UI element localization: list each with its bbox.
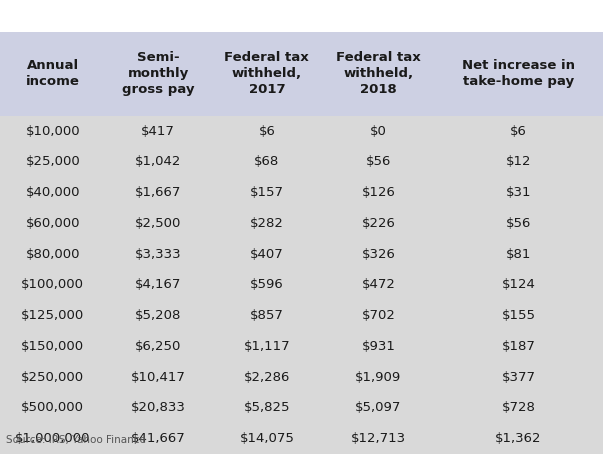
Text: $407: $407 — [250, 247, 283, 261]
Text: $326: $326 — [361, 247, 396, 261]
Text: $81: $81 — [506, 247, 531, 261]
Bar — [0, 147, 603, 177]
Text: $5,208: $5,208 — [135, 309, 182, 322]
Text: $56: $56 — [365, 155, 391, 168]
Text: $40,000: $40,000 — [25, 186, 80, 199]
Text: $124: $124 — [502, 278, 535, 291]
Bar — [0, 32, 603, 116]
Bar — [0, 116, 603, 147]
Text: $60,000: $60,000 — [25, 217, 80, 230]
Text: $6,250: $6,250 — [135, 340, 182, 353]
Text: $1,667: $1,667 — [135, 186, 182, 199]
Text: $1,000,000: $1,000,000 — [15, 432, 90, 445]
Text: $6: $6 — [510, 125, 527, 138]
Text: $6: $6 — [259, 125, 275, 138]
Text: $1,362: $1,362 — [495, 432, 542, 445]
Text: $20,833: $20,833 — [131, 401, 186, 415]
Text: $250,000: $250,000 — [21, 370, 84, 384]
Text: Federal tax
withheld,
2018: Federal tax withheld, 2018 — [336, 51, 421, 96]
Text: $80,000: $80,000 — [25, 247, 80, 261]
Text: $500,000: $500,000 — [21, 401, 84, 415]
Bar — [0, 177, 603, 208]
Text: Federal tax
withheld,
2017: Federal tax withheld, 2017 — [224, 51, 309, 96]
Text: $14,075: $14,075 — [239, 432, 294, 445]
Text: $417: $417 — [141, 125, 175, 138]
Text: $56: $56 — [506, 217, 531, 230]
Text: $157: $157 — [250, 186, 284, 199]
Text: $1,117: $1,117 — [244, 340, 290, 353]
Text: $12: $12 — [506, 155, 531, 168]
Text: $4,167: $4,167 — [135, 278, 182, 291]
Text: Source: IRS, Yahoo Finance: Source: IRS, Yahoo Finance — [6, 435, 146, 445]
Text: $10,417: $10,417 — [131, 370, 186, 384]
Bar — [0, 423, 603, 454]
Text: $3,333: $3,333 — [135, 247, 182, 261]
Text: $728: $728 — [502, 401, 535, 415]
Text: $10,000: $10,000 — [25, 125, 80, 138]
Text: $702: $702 — [361, 309, 396, 322]
Text: $100,000: $100,000 — [21, 278, 84, 291]
Bar — [0, 208, 603, 239]
Text: $31: $31 — [506, 186, 531, 199]
Text: $68: $68 — [254, 155, 279, 168]
Text: $0: $0 — [370, 125, 387, 138]
Text: $377: $377 — [502, 370, 535, 384]
Bar — [0, 239, 603, 270]
Bar — [0, 393, 603, 423]
Bar — [0, 300, 603, 331]
Bar — [0, 270, 603, 300]
Text: $2,500: $2,500 — [135, 217, 182, 230]
Text: $187: $187 — [502, 340, 535, 353]
Text: $226: $226 — [361, 217, 396, 230]
Text: $1,909: $1,909 — [355, 370, 402, 384]
Text: $12,713: $12,713 — [351, 432, 406, 445]
Text: $41,667: $41,667 — [131, 432, 186, 445]
Text: $155: $155 — [502, 309, 535, 322]
Text: $2,286: $2,286 — [244, 370, 290, 384]
Text: $126: $126 — [361, 186, 396, 199]
Text: $5,825: $5,825 — [244, 401, 290, 415]
Text: $472: $472 — [361, 278, 396, 291]
Text: Semi-
monthly
gross pay: Semi- monthly gross pay — [122, 51, 195, 96]
Text: Annual
income: Annual income — [26, 59, 80, 88]
Text: $596: $596 — [250, 278, 283, 291]
Text: $1,042: $1,042 — [135, 155, 182, 168]
Text: Net increase in
take-home pay: Net increase in take-home pay — [462, 59, 575, 88]
Text: $125,000: $125,000 — [21, 309, 84, 322]
Text: $857: $857 — [250, 309, 284, 322]
Text: $931: $931 — [361, 340, 396, 353]
Text: $25,000: $25,000 — [25, 155, 80, 168]
Text: $5,097: $5,097 — [355, 401, 402, 415]
Text: $150,000: $150,000 — [21, 340, 84, 353]
Bar — [0, 362, 603, 393]
Text: $282: $282 — [250, 217, 284, 230]
Bar — [0, 331, 603, 362]
